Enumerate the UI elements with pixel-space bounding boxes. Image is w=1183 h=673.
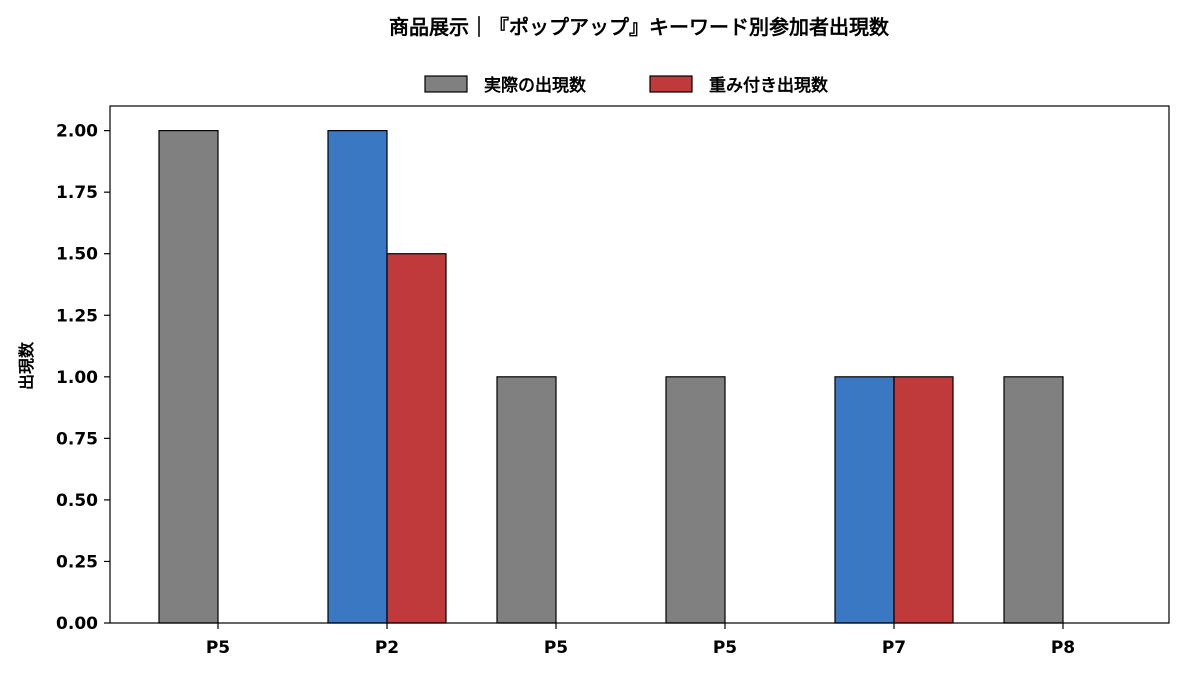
y-axis-label: 出現数: [17, 341, 36, 390]
bars: [158, 130, 1064, 624]
legend-swatch-actual: [424, 75, 468, 93]
x-tick-label: P7: [882, 638, 906, 658]
bar-actual-0: [158, 130, 219, 624]
y-tick-label: 2.00: [56, 122, 98, 142]
bar-actual-4: [834, 376, 895, 624]
y-tick-label: 0.50: [56, 491, 98, 511]
x-tick-label: P5: [544, 638, 568, 658]
bar-weighted-4: [893, 376, 954, 624]
y-axis-ticks: 0.00 0.25 0.50 0.75 1.00 1.25 1.50 1.75 2.00: [56, 122, 110, 634]
y-tick-label: 1.50: [56, 245, 98, 265]
y-tick-label: 1.25: [56, 306, 98, 326]
x-tick-label: P8: [1051, 638, 1075, 658]
bar-actual-2: [496, 376, 557, 624]
x-tick-label: P5: [206, 638, 230, 658]
y-tick-label: 0.75: [56, 429, 98, 449]
y-tick-label: 1.00: [56, 368, 98, 388]
legend-swatch-weighted: [649, 75, 693, 93]
x-tick-label: P2: [375, 638, 399, 658]
chart-title: 商品展示｜『ポップアップ』キーワード別参加者出現数: [389, 15, 890, 39]
x-tick-label: P5: [713, 638, 737, 658]
y-tick-label: 1.75: [56, 183, 98, 203]
y-tick-label: 0.00: [56, 614, 98, 634]
bar-actual-1: [327, 130, 388, 624]
legend: 実際の出現数 重み付き出現数: [424, 75, 829, 96]
plot-frame: [109, 105, 1170, 624]
bar-weighted-1: [386, 253, 447, 624]
y-tick-label: 0.25: [56, 552, 98, 572]
bar-actual-5: [1003, 376, 1064, 624]
bar-actual-3: [665, 376, 726, 624]
legend-label-actual: 実際の出現数: [484, 75, 587, 96]
legend-label-weighted: 重み付き出現数: [709, 75, 829, 96]
x-axis-ticks: P5 P2 P5 P5 P7 P8: [206, 623, 1075, 658]
